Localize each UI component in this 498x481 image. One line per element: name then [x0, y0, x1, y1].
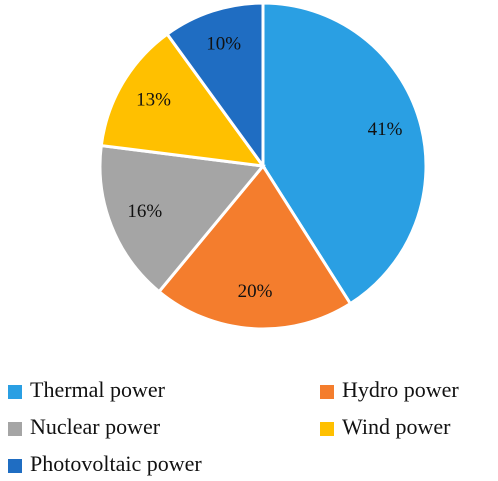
pie-slice — [156, 163, 353, 331]
pie-slice — [165, 1, 265, 171]
legend-swatch — [8, 459, 22, 473]
pie-slice — [99, 32, 267, 168]
value-label: 20% — [238, 281, 273, 302]
legend-label: Photovoltaic power — [30, 451, 202, 476]
value-label: 41% — [368, 119, 403, 140]
value-label: 16% — [127, 201, 162, 222]
legend-swatch — [320, 385, 334, 399]
legend-label: Thermal power — [30, 377, 166, 402]
legend-label: Wind power — [342, 414, 451, 439]
value-label: 13% — [136, 90, 171, 111]
value-label: 10% — [206, 33, 241, 54]
legend-swatch — [320, 422, 334, 436]
pie-slice — [98, 143, 266, 294]
legend-swatch — [8, 422, 22, 436]
legend-swatch — [8, 385, 22, 399]
legend-label: Nuclear power — [30, 414, 161, 439]
legend-label: Hydro power — [342, 377, 459, 402]
